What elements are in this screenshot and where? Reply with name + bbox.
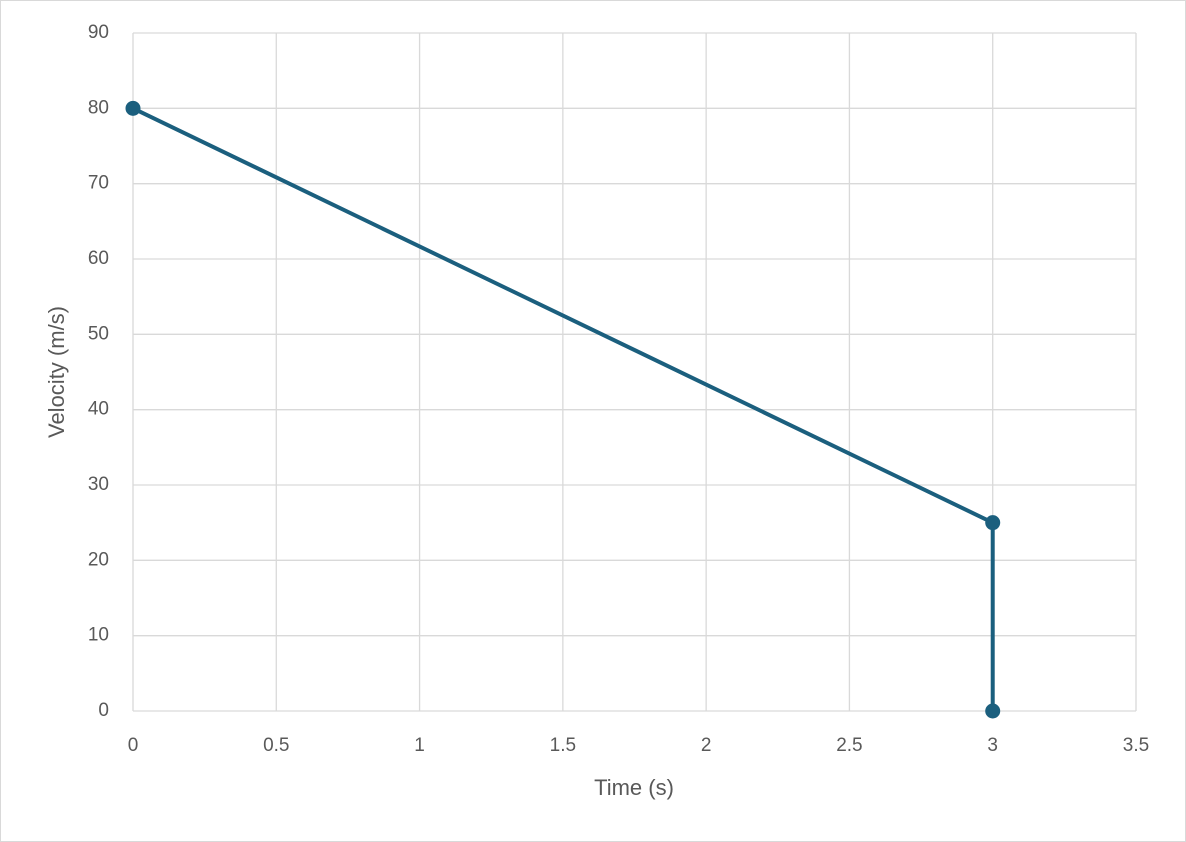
y-tick-label: 60 [88,248,109,269]
y-tick-label: 30 [88,474,109,495]
y-tick-label: 10 [88,625,109,646]
y-axis-title: Velocity (m/s) [44,306,69,438]
y-tick-label: 80 [88,97,109,118]
y-tick-label: 70 [88,173,109,194]
y-tick-label: 50 [88,323,109,344]
x-tick-label: 2 [701,735,712,756]
x-tick-label: 3 [987,735,998,756]
x-tick-label: 0.5 [263,735,289,756]
y-tick-label: 40 [88,399,109,420]
data-point [985,703,1001,719]
data-point [125,100,141,116]
x-tick-label: 1 [414,735,425,756]
y-tick-label: 90 [88,22,109,43]
x-tick-label: 3.5 [1123,735,1149,756]
y-tick-label: 20 [88,549,109,570]
x-tick-label: 0 [128,735,139,756]
data-point [985,515,1001,531]
x-axis-title: Time (s) [594,775,674,800]
y-tick-label: 0 [98,700,109,721]
x-tick-label: 2.5 [836,735,862,756]
x-tick-label: 1.5 [550,735,576,756]
